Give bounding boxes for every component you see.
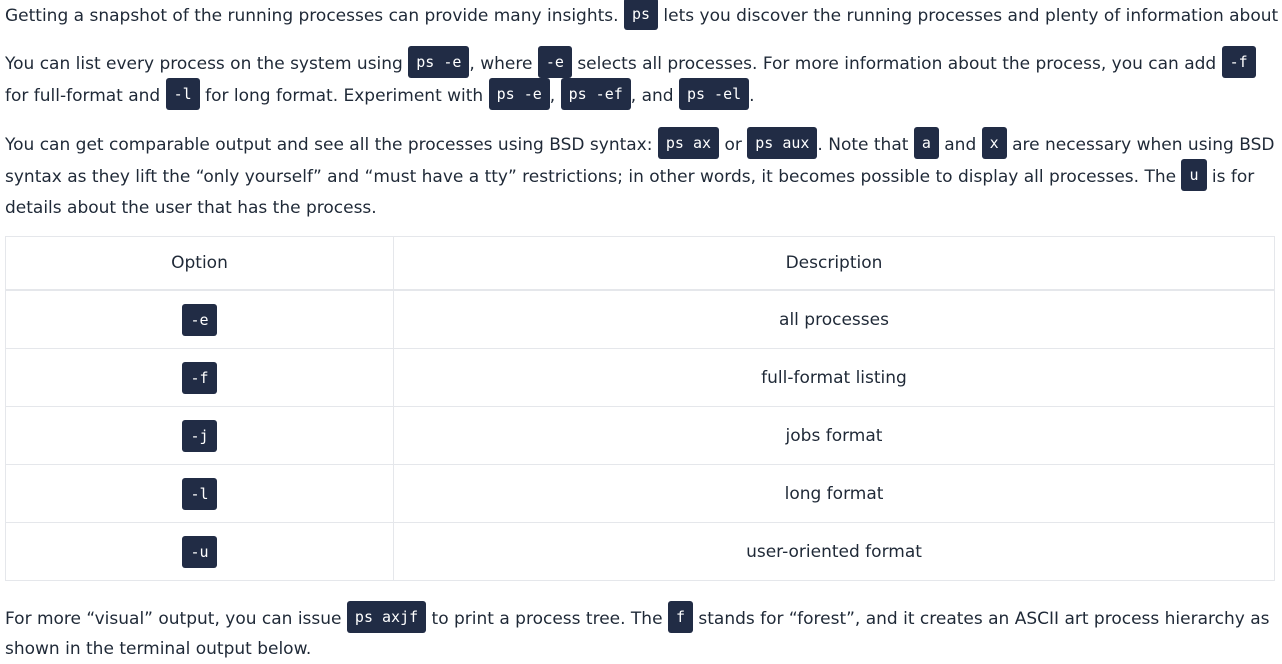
text: are necessary when using BSD syntax as t… [5,135,1275,187]
text: or [724,135,742,155]
paragraph-ps-options: You can list every process on the system… [5,46,1276,112]
inline-code: ps axjf [346,601,427,633]
text: , where [469,54,533,74]
text: You can list every process on the system… [5,54,403,74]
text: for full-format and [5,86,161,106]
description-cell: full-format listing [393,348,1275,407]
paragraph-intro: Getting a snapshot of the running proces… [5,0,1282,32]
inline-code: f [667,601,693,633]
inline-code: u [1181,159,1207,191]
table-row: -e all processes [5,289,1275,349]
description-cell: all processes [393,289,1275,349]
option-code: -e [182,303,217,336]
option-code: -j [182,419,217,452]
ps-options-table: Option Description -e all processes -f f… [5,236,1275,581]
inline-code: ps -e [408,46,470,78]
option-cell: -j [5,406,394,465]
inline-code: ps -e [488,78,550,110]
inline-code: -f [1221,46,1256,78]
text: . Note that [817,135,909,155]
option-cell: -f [5,348,394,407]
table-row: -j jobs format [5,406,1275,465]
inline-code: ps -ef [560,78,631,110]
paragraph-process-tree: For more “visual” output, you can issue … [5,601,1276,664]
inline-code: x [981,127,1007,159]
option-cell: -e [5,289,394,349]
option-cell: -u [5,522,394,581]
inline-code: -e [537,46,572,78]
table-row: -f full-format listing [5,348,1275,407]
paragraph-bsd-syntax: You can get comparable output and see al… [5,127,1276,224]
inline-code: ps [623,0,659,30]
text: . [749,86,755,106]
column-header-option: Option [5,236,394,291]
text: and [944,135,977,155]
inline-code: ps aux [747,127,818,159]
text: Getting a snapshot of the running proces… [5,6,619,26]
column-header-description: Description [393,236,1275,291]
text: stands for “forest”, and it creates an A… [5,609,1270,659]
table-row: -u user-oriented format [5,522,1275,581]
option-code: -l [182,477,217,510]
text: selects all processes. For more informat… [577,54,1217,74]
text: lets you discover the running processes … [663,6,1282,26]
inline-code: -l [165,78,200,110]
description-cell: user-oriented format [393,522,1275,581]
text: You can get comparable output and see al… [5,135,653,155]
text: , and [630,86,674,106]
text: , [549,86,556,106]
inline-code: ps ax [657,127,720,159]
inline-code: a [913,127,939,159]
option-code: -f [182,361,217,394]
description-cell: jobs format [393,406,1275,465]
inline-code: ps -el [678,78,750,110]
text: for long format. Experiment with [205,86,484,106]
text: is for details about the user that has t… [5,167,1255,218]
text: For more “visual” output, you can issue [5,609,342,629]
description-cell: long format [393,464,1275,523]
option-code: -u [182,535,217,568]
option-cell: -l [5,464,394,523]
table-row: -l long format [5,464,1275,523]
text: to print a process tree. The [431,609,663,629]
table-header-row: Option Description [5,236,1275,291]
